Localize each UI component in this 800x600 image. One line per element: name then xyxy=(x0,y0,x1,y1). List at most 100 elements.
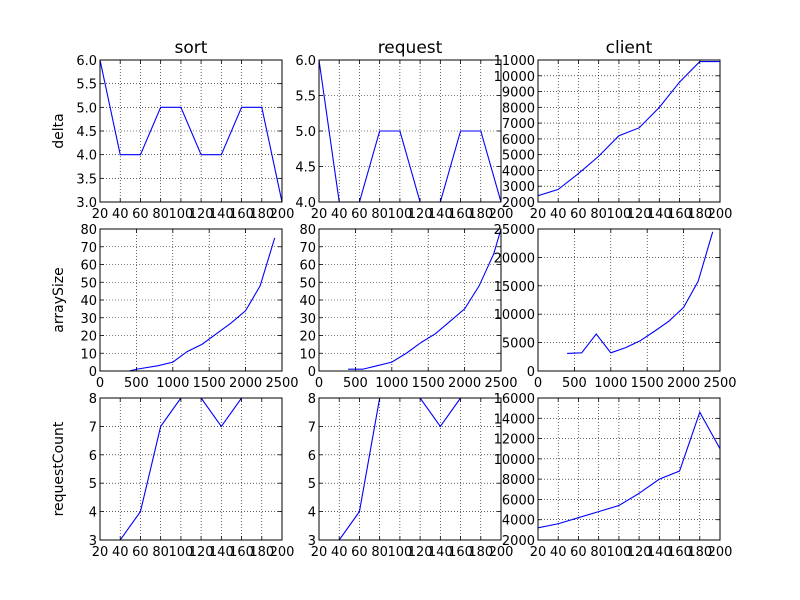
chart-3-ytick-label: 6000 xyxy=(502,133,535,148)
chart-5-xtick-label: 0 xyxy=(315,376,323,391)
chart-4-xtick-label: 2000 xyxy=(229,376,262,391)
chart-3-xtick-label: 200 xyxy=(708,207,733,222)
chart-5-ytick-label: 50 xyxy=(299,276,316,291)
chart-2-series-line xyxy=(319,60,501,202)
chart-8-xtick-label: 120 xyxy=(408,545,433,560)
chart-7-xtick-label: 120 xyxy=(189,545,214,560)
chart-6-ytick-label: 20000 xyxy=(494,251,535,266)
chart-3-xtick-label: 80 xyxy=(590,207,607,222)
chart-4-ytick-label: 20 xyxy=(80,330,97,345)
chart-1-xtick-label: 80 xyxy=(152,207,169,222)
chart-4-xtick-label: 1500 xyxy=(193,376,226,391)
chart-6-xtick-label: 2000 xyxy=(667,376,700,391)
chart-7-xtick-label: 80 xyxy=(152,545,169,560)
chart-4-xtick-label: 500 xyxy=(124,376,149,391)
chart-4-ytick-label: 40 xyxy=(80,294,97,309)
chart-1-xtick-label: 20 xyxy=(92,207,109,222)
chart-7-ytick-label: 7 xyxy=(89,420,97,435)
chart-1-xtick-label: 140 xyxy=(209,207,234,222)
chart-6-series-line xyxy=(567,231,714,354)
chart-3-ytick-label: 5000 xyxy=(502,149,535,164)
chart-8-ytick-label: 3 xyxy=(308,534,316,549)
chart-9-xtick-label: 140 xyxy=(647,545,672,560)
chart-6-xtick-label: 1000 xyxy=(594,376,627,391)
chart-6-xtick-label: 0 xyxy=(534,376,542,391)
chart-3-xtick-label: 60 xyxy=(570,207,587,222)
chart-1-xtick-label: 100 xyxy=(168,207,193,222)
chart-1-xtick-label: 120 xyxy=(189,207,214,222)
chart-3-xtick-label: 100 xyxy=(606,207,631,222)
chart-5-ytick-label: 0 xyxy=(308,365,316,380)
chart-5-xtick-label: 2500 xyxy=(484,376,517,391)
chart-8-ytick-label: 8 xyxy=(308,392,316,407)
chart-2-xtick-label: 80 xyxy=(371,207,388,222)
chart-5-ytick-label: 70 xyxy=(299,241,316,256)
chart-5-ytick-label: 80 xyxy=(299,223,316,238)
chart-6: 0 500 1000 1500 2000 250005000100001500020000… xyxy=(494,223,737,391)
chart-5-xtick-label: 1000 xyxy=(375,376,408,391)
chart-8-xtick-label: 80 xyxy=(371,545,388,560)
chart-3-xtick-label: 120 xyxy=(627,207,652,222)
chart-9-xtick-label: 200 xyxy=(708,545,733,560)
chart-5-ytick-label: 40 xyxy=(299,294,316,309)
chart-8-xtick-label: 100 xyxy=(387,545,412,560)
chart-9-ytick-label: 12000 xyxy=(494,433,535,448)
chart-6-xtick-label: 500 xyxy=(562,376,587,391)
chart-9-ytick-label: 4000 xyxy=(502,514,535,529)
chart-9-xtick-label: 80 xyxy=(590,545,607,560)
chart-7-ytick-label: 8 xyxy=(89,392,97,407)
chart-4-xtick-label: 0 xyxy=(96,376,104,391)
chart-9-xtick-label: 100 xyxy=(606,545,631,560)
chart-4-ytick-label: 60 xyxy=(80,259,97,274)
chart-6-ytick-label: 5000 xyxy=(502,337,535,352)
chart-4-xtick-label: 2500 xyxy=(265,376,298,391)
chart-1-ytick-label: 3.5 xyxy=(76,172,97,187)
chart-2-xtick-label: 100 xyxy=(387,207,412,222)
chart-9-ytick-label: 14000 xyxy=(494,412,535,427)
chart-9-series-line xyxy=(538,410,720,529)
chart-7-xtick-label: 40 xyxy=(112,545,129,560)
chart-8-ytick-label: 7 xyxy=(308,420,316,435)
chart-7-ylabel: requestCount xyxy=(51,421,67,516)
chart-7-xtick-label: 180 xyxy=(249,545,274,560)
chart-2-xtick-label: 20 xyxy=(311,207,328,222)
chart-3-ytick-label: 7000 xyxy=(502,117,535,132)
chart-1-xtick-label: 180 xyxy=(249,207,274,222)
chart-6-ytick-label: 0 xyxy=(527,365,535,380)
chart-4-ylabel: arraySize xyxy=(51,267,67,332)
chart-8-ytick-label: 5 xyxy=(308,477,316,492)
chart-5-series-line xyxy=(348,229,501,370)
chart-5-xtick-label: 500 xyxy=(343,376,368,391)
chart-6-ytick-label: 25000 xyxy=(494,223,535,238)
chart-8-ytick-label: 4 xyxy=(308,506,316,521)
chart-3-ytick-label: 3000 xyxy=(502,180,535,195)
chart-7-ytick-label: 3 xyxy=(89,534,97,549)
chart-9-xtick-label: 160 xyxy=(667,545,692,560)
chart-2-xtick-label: 200 xyxy=(489,207,514,222)
chart-8-xtick-label: 160 xyxy=(448,545,473,560)
chart-5-xtick-label: 2000 xyxy=(448,376,481,391)
chart-3-ytick-label: 8000 xyxy=(502,101,535,116)
chart-9-ytick-label: 8000 xyxy=(502,473,535,488)
chart-4-ytick-label: 30 xyxy=(80,312,97,327)
chart-7-xtick-label: 140 xyxy=(209,545,234,560)
chart-7-xtick-label: 60 xyxy=(132,545,149,560)
chart-1-xtick-label: 160 xyxy=(229,207,254,222)
chart-9-xtick-label: 20 xyxy=(530,545,547,560)
chart-8-xtick-label: 20 xyxy=(311,545,328,560)
chart-3-ytick-label: 4000 xyxy=(502,164,535,179)
chart-7-series-line xyxy=(100,398,243,540)
chart-2-ytick-label: 4.0 xyxy=(295,196,316,211)
chart-3-xtick-label: 140 xyxy=(647,207,672,222)
chart-7-xtick-label: 160 xyxy=(229,545,254,560)
chart-1-xtick-label: 60 xyxy=(132,207,149,222)
chart-7-ytick-label: 6 xyxy=(89,449,97,464)
chart-8-xtick-label: 140 xyxy=(428,545,453,560)
chart-6-axes-frame xyxy=(537,228,721,372)
chart-7-xtick-label: 100 xyxy=(168,545,193,560)
chart-2-xtick-label: 120 xyxy=(408,207,433,222)
